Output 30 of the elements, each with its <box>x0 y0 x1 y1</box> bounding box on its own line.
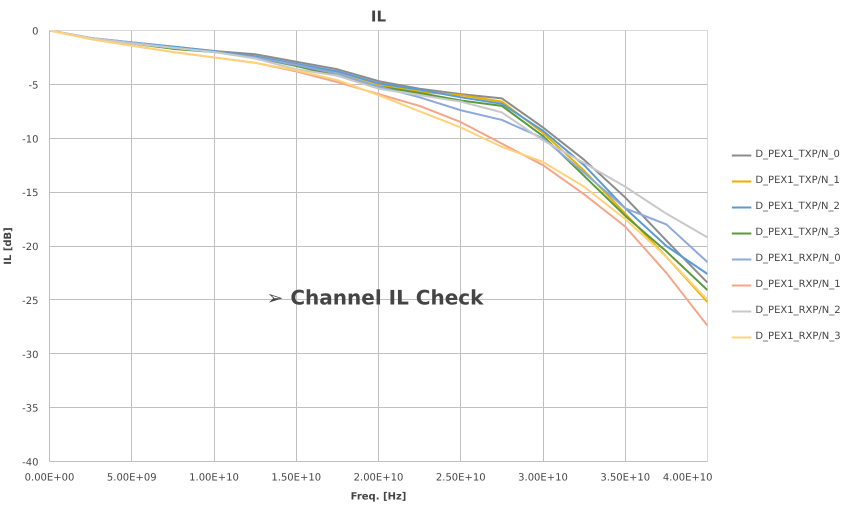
y-axis-title: IL [dB] <box>3 227 14 265</box>
x-axis-title: Freq. [Hz] <box>350 492 406 502</box>
y-tick-label: -40 <box>22 458 39 468</box>
x-tick-label: 4.00E+10 <box>662 472 712 484</box>
y-tick-label: -30 <box>22 350 39 361</box>
legend-label: D_PEX1_RXP/N_1 <box>755 279 841 290</box>
y-tick-label: -5 <box>28 80 39 92</box>
legend-label: D_PEX1_TXP/N_2 <box>755 201 840 212</box>
x-tick-label: 3.00E+10 <box>518 472 568 484</box>
x-tick-label: 5.00E+09 <box>106 472 157 484</box>
y-tick-label: 0 <box>32 26 39 38</box>
y-tick-label: -25 <box>22 296 39 307</box>
x-tick-label: 2.50E+10 <box>436 472 486 484</box>
x-tick-label: 3.50E+10 <box>600 472 650 484</box>
legend-label: D_PEX1_RXP/N_3 <box>755 331 841 342</box>
x-tick-label: 2.00E+10 <box>354 472 404 484</box>
x-tick-label: 0.00E+00 <box>24 472 74 484</box>
legend-label: D_PEX1_RXP/N_2 <box>755 305 841 316</box>
chart-title: IL <box>370 8 387 26</box>
annotation: ➢ Channel IL Check <box>266 286 484 310</box>
y-tick-label: -10 <box>22 134 39 146</box>
y-tick-label: -15 <box>22 188 39 200</box>
x-tick-label: 1.50E+10 <box>271 472 322 484</box>
y-tick-label: -35 <box>22 404 39 415</box>
legend-label: D_PEX1_TXP/N_0 <box>755 149 840 160</box>
y-tick-label: -20 <box>22 242 39 253</box>
x-tick-label: 1.00E+10 <box>189 472 239 484</box>
legend-label: D_PEX1_TXP/N_3 <box>755 227 840 238</box>
legend-label: D_PEX1_RXP/N_0 <box>755 253 841 264</box>
legend-label: D_PEX1_TXP/N_1 <box>755 175 840 186</box>
